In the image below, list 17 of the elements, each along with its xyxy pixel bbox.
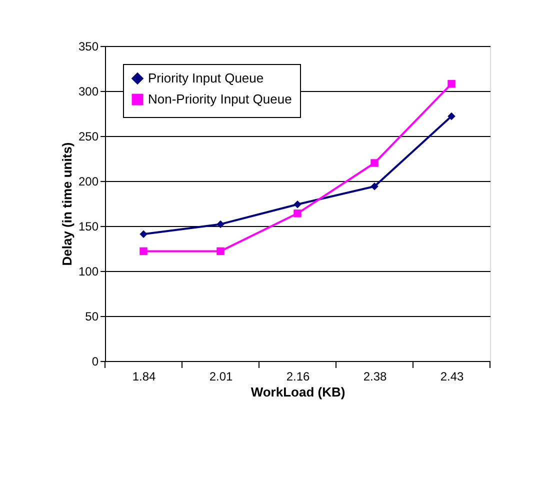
- x-tick-label: 1.84: [132, 370, 156, 384]
- y-tick-label: 150: [78, 220, 99, 234]
- x-tick-label: 2.16: [286, 370, 310, 384]
- x-tick-label: 2.38: [363, 370, 387, 384]
- x-axis-title: WorkLoad (KB): [250, 384, 346, 400]
- y-tick-label: 200: [78, 174, 99, 188]
- y-tick-label: 350: [78, 40, 99, 54]
- legend-label: Priority Input Queue: [148, 70, 264, 86]
- y-axis-title: Delay (in time units): [59, 142, 74, 266]
- y-tick-label: 50: [85, 310, 99, 324]
- legend-label: Non-Priority Input Queue: [148, 92, 292, 106]
- y-tick-label: 300: [78, 84, 99, 98]
- x-tick-label: 2.01: [209, 370, 233, 384]
- x-tick-label: 2.43: [440, 370, 464, 384]
- y-tick-label: 0: [92, 354, 99, 368]
- y-tick-label: 250: [78, 130, 99, 144]
- y-tick-label: 100: [78, 264, 99, 278]
